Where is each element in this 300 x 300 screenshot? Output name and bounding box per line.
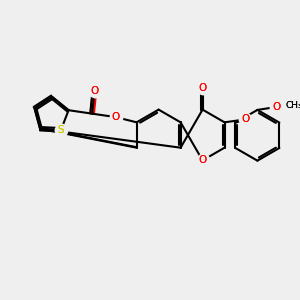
Text: O: O [90, 86, 99, 96]
Text: CH₃: CH₃ [285, 101, 300, 110]
Text: O: O [112, 112, 120, 122]
Text: O: O [241, 114, 249, 124]
Text: O: O [198, 155, 207, 165]
Text: S: S [58, 125, 64, 135]
Text: O: O [241, 114, 249, 124]
Text: O: O [198, 83, 207, 93]
Text: O: O [198, 155, 207, 165]
Text: O: O [90, 86, 99, 96]
Text: O: O [198, 83, 207, 93]
Text: O: O [272, 102, 280, 112]
Text: CH₃: CH₃ [285, 101, 300, 110]
Text: O: O [272, 102, 280, 112]
Text: O: O [112, 112, 120, 122]
Text: S: S [58, 125, 64, 135]
